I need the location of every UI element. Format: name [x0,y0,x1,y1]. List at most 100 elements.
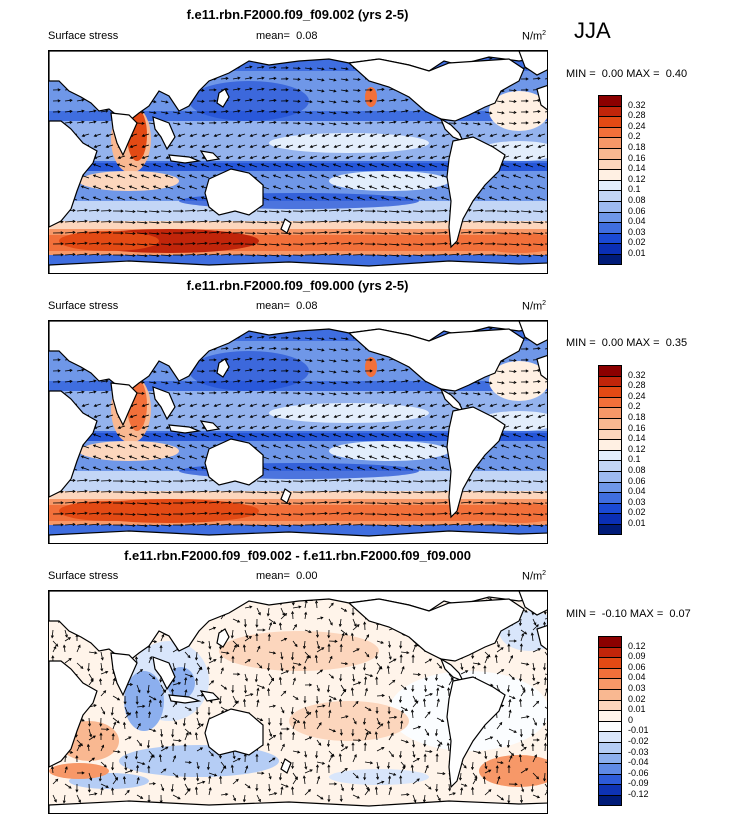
vector-arrow [82,133,90,137]
min-value: 0.00 [601,337,624,349]
vector-arrowhead [128,174,133,178]
vector-arrowhead [321,761,326,765]
vector-arrowhead [477,133,481,137]
vector-arrowhead [512,433,517,437]
vector-arrowhead [194,731,198,736]
vector-arrowhead [423,753,427,757]
vector-arrowhead [309,155,313,159]
vector-arrowhead [392,466,397,470]
vector-arrow [430,144,438,148]
vector-arrow [129,455,138,460]
vector-arrowhead [348,208,352,212]
vector-arrow [340,348,348,351]
vector-arrow [148,232,159,235]
vector-arrowhead [381,357,385,362]
vector-arrowhead [381,414,385,418]
vector-arrow [484,750,487,759]
land-mass [204,168,264,216]
vector-arrowhead [104,163,109,167]
vector-arrow [544,673,547,675]
vector-arrow [448,783,451,791]
vector-arrow [136,513,147,516]
vector-arrow [268,254,279,257]
min-value: 0.00 [601,68,624,80]
vector-arrow [358,425,366,429]
vector-arrow [160,524,172,527]
vector-arrow [381,444,390,449]
vector-arrow [232,380,240,383]
vector-arrow [141,455,150,460]
vector-arrowhead [254,679,258,683]
vector-arrowhead [225,414,229,418]
vector-arrowhead [477,662,481,666]
vector-arrowhead [100,657,104,661]
vector-arrow [382,425,390,429]
vector-arrowhead [369,425,373,429]
vector-arrow [256,110,264,113]
vector-arrow [196,501,207,504]
vector-arrowhead [353,721,357,725]
vector-arrowhead [312,231,316,235]
vector-arrowhead [504,231,508,235]
vector-arrowhead [261,414,265,418]
vector-arrowhead [315,634,319,638]
vector-arrowhead [345,337,349,341]
panel-2-units: N/m2 [522,300,546,313]
vector-arrowhead [297,133,301,137]
colorbar-swatch [598,460,622,471]
vector-arrow [412,502,424,505]
vector-arrowhead [429,390,433,394]
vector-arrowhead [540,210,544,214]
vector-arrow [261,174,270,179]
vector-arrowhead [327,635,331,639]
vector-arrow [376,761,379,769]
vector-arrowhead [188,731,192,735]
vector-arrow [160,513,172,516]
vector-arrowhead [387,644,392,649]
vector-arrowhead [264,513,268,517]
vector-arrow [256,88,264,91]
vector-arrow [496,392,504,395]
vector-arrow [400,254,411,257]
vector-arrowhead [312,242,316,246]
vector-arrowhead [372,242,376,246]
vector-arrowhead [356,185,361,189]
vector-arrowhead [522,689,526,693]
vector-arrow [351,783,354,791]
vector-arrow [304,629,312,633]
vector-arrowhead [188,185,193,189]
vector-arrowhead [75,789,79,793]
vector-arrow [297,433,306,438]
vector-arrowhead [60,512,64,516]
vector-arrowhead [96,241,100,245]
vector-arrowhead [495,755,499,759]
vector-arrowhead [201,369,205,373]
vector-arrow [136,761,145,765]
vector-arrow [520,491,531,494]
vector-arrowhead [62,800,66,804]
vector-arrowhead [168,209,172,214]
vector-arrowhead [96,489,100,493]
vector-arrowhead [468,511,472,515]
vector-arrowhead [156,243,160,247]
vector-arrowhead [200,723,204,727]
vector-arrow [418,425,426,429]
vector-arrow [376,88,385,91]
vector-arrow [358,403,366,407]
vector-arrowhead [120,231,124,235]
vector-arrowhead [327,764,331,768]
vector-arrowhead [393,144,397,148]
vector-arrow [544,78,547,80]
vector-arrowhead [345,425,349,429]
vector-arrowhead [291,731,295,735]
vector-arrowhead [278,622,282,626]
vector-arrowhead [537,144,541,148]
vector-arrowhead [200,174,205,178]
vector-arrowhead [425,764,429,769]
vector-arrowhead [524,433,529,437]
vector-arrow [268,662,270,671]
vector-arrow [531,688,534,697]
vector-arrowhead [344,767,348,771]
vector-arrow [532,347,541,350]
vector-arrow [172,122,180,125]
